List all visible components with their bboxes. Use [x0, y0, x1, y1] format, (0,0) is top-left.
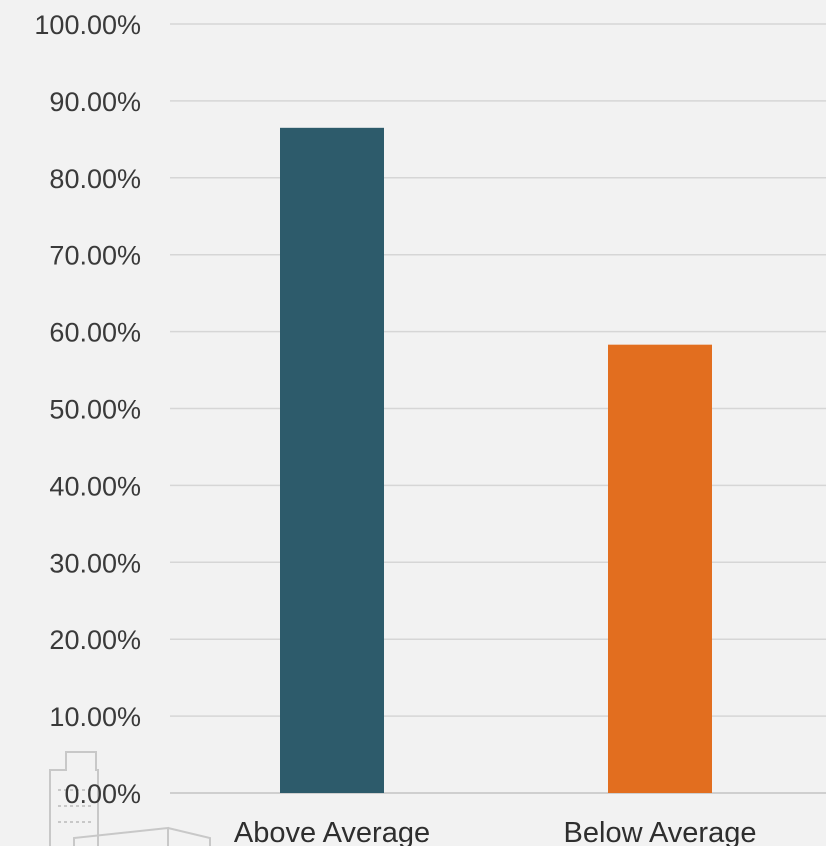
y-tick-label: 70.00% [49, 241, 141, 271]
bar-above-average [280, 127, 384, 793]
y-axis-ticks: 0.00% 10.00% 20.00% 30.00% 40.00% 50.00% 60.00… [34, 10, 141, 809]
gridlines [170, 23, 826, 794]
y-tick-label: 60.00% [49, 318, 141, 348]
y-tick-label: 80.00% [49, 164, 141, 194]
y-tick-label: 20.00% [49, 625, 141, 655]
x-axis-labels: Above Average Below Average [234, 817, 757, 846]
y-tick-label: 100.00% [34, 10, 141, 40]
bars [280, 127, 712, 793]
y-tick-label: 10.00% [49, 702, 141, 732]
y-tick-label: 30.00% [49, 548, 141, 578]
y-tick-label: 90.00% [49, 87, 141, 117]
y-tick-label: 50.00% [49, 395, 141, 425]
bar-below-average [608, 344, 712, 793]
x-category-label: Below Average [564, 817, 757, 846]
y-tick-label: 40.00% [49, 471, 141, 501]
x-category-label: Above Average [234, 817, 430, 846]
building-icon [49, 751, 211, 846]
y-tick-label: 0.00% [64, 779, 141, 809]
